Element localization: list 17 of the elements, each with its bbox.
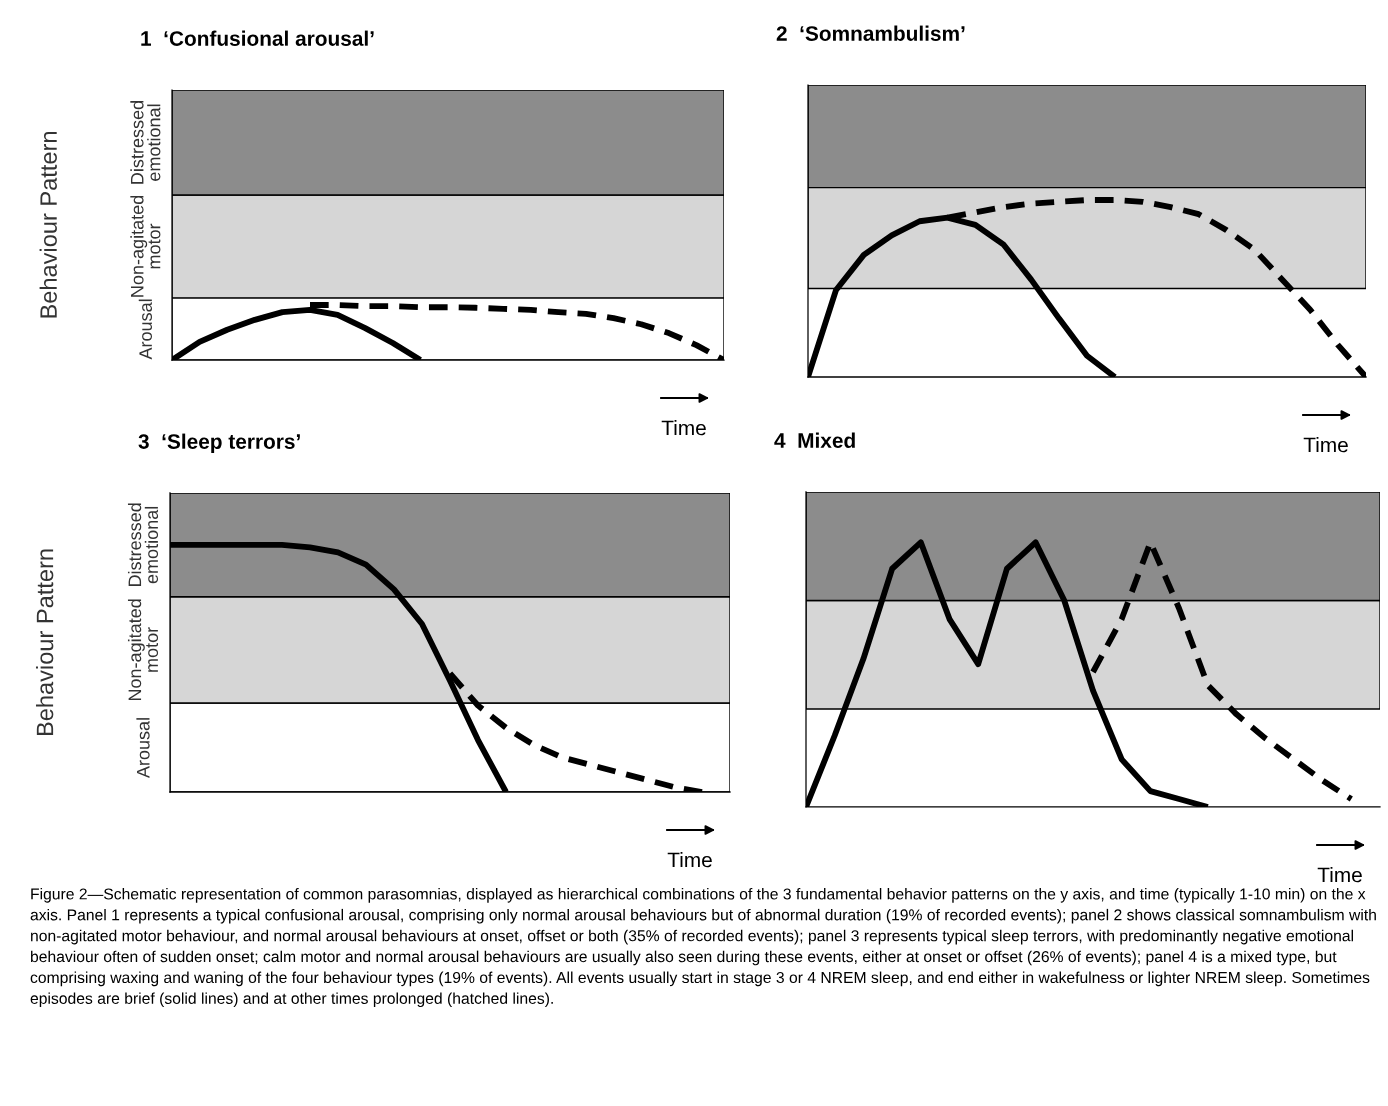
- x-axis-title: Time: [661, 420, 706, 436]
- band-label: Distressed emotional: [130, 101, 161, 184]
- x-axis-title: Time: [1317, 867, 1362, 883]
- x-axis-title: Time: [667, 852, 712, 868]
- band-label: Arousal: [136, 718, 150, 779]
- chart-title: 2 ‘Somnambulism’: [776, 25, 965, 41]
- chart-title: 3 ‘Sleep terrors’: [138, 433, 300, 453]
- chart-title: 1 ‘Confusional arousal’: [141, 30, 374, 46]
- x-axis-title: Time: [1303, 437, 1348, 453]
- caption: Figure 2—Schematic representation of common parasomnias, displayed as hierarchical combinations of the 3 fundamental behavior patterns on the y axis, and time (typically 1-10 min) on the x axis. Panel 1 represents a typical confusional arousal, comprising only normal arousal behaviours but of abnormal duration (19% of recorded events); panel 2 shows classical somnambulism with non-agitated motor behaviour, and normal arousal behaviours at onset, offset or both (35% of recorded events); panel 3 represents typical sleep terrors, with predominantly negative emotional behaviour often of sudden onset; calm motor and normal arousal behaviours are usually also seen during these events, either at onset or offset (26% of events); panel 4 is a mixed type, but comprising waxing and waning of the four behaviour types (19% of events). All events usually start in stage 3 or 4 NREM sleep, and end either in wakefulness or lighter NREM sleep. Sometimes episodes are brief (solid lines) and at other times prolonged (hatched lines).: [30, 888, 1376, 1008]
- y-axis-title: Behaviour Pattern: [35, 549, 54, 736]
- band-label: Arousal: [138, 299, 153, 360]
- chart-title: 4 Mixed: [774, 432, 855, 448]
- y-axis-title: Behaviour Pattern: [39, 132, 57, 318]
- band-label: Non-agitated motor: [127, 599, 159, 701]
- band-label: Non-agitated motor: [130, 195, 161, 297]
- band-label: Distressed emotional: [127, 503, 159, 587]
